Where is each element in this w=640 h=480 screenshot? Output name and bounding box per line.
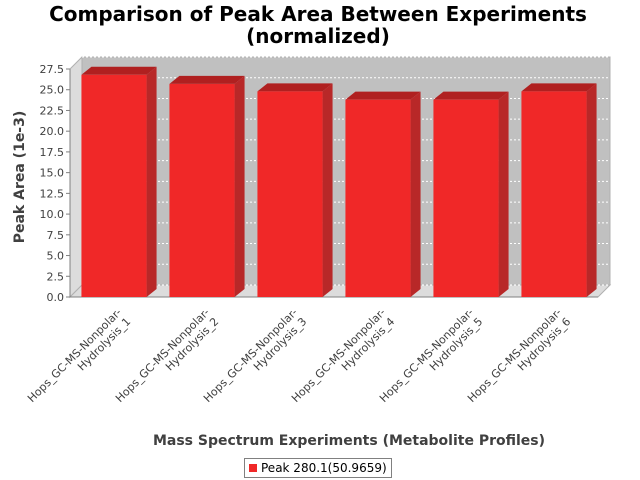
- y-tick-label: 22.5: [40, 104, 65, 117]
- chart-title-line-2: (normalized): [246, 24, 390, 48]
- y-tick-label: 7.5: [47, 229, 65, 242]
- bar: [257, 91, 323, 297]
- bar-top: [521, 83, 597, 92]
- bar: [521, 91, 587, 297]
- y-tick-label: 17.5: [40, 146, 65, 159]
- y-tick-label: 25.0: [40, 84, 65, 97]
- legend: Peak 280.1(50.9659): [244, 458, 392, 478]
- plot-left-wall: [69, 55, 83, 299]
- y-tick-label: 27.5: [40, 63, 65, 76]
- bar-side: [498, 91, 509, 297]
- y-axis-title: Peak Area (1e-3): [12, 111, 28, 244]
- legend-label: Peak 280.1(50.9659): [261, 461, 387, 475]
- bar: [345, 99, 411, 297]
- bar: [433, 99, 499, 297]
- y-tick-label: 20.0: [40, 125, 65, 138]
- legend-swatch: [249, 464, 257, 472]
- y-tick-label: 15.0: [40, 167, 65, 180]
- bar-side: [234, 75, 245, 297]
- bar-side: [322, 83, 333, 297]
- bar-top: [169, 75, 245, 84]
- y-tick-label: 2.5: [47, 270, 65, 283]
- bar-top: [257, 83, 333, 92]
- chart-title-line-1: Comparison of Peak Area Between Experime…: [49, 2, 587, 26]
- bar-top: [433, 91, 509, 100]
- y-tick-label: 12.5: [40, 187, 65, 200]
- bar-side: [410, 91, 421, 297]
- bar-side: [146, 66, 157, 297]
- bar-top: [345, 91, 421, 100]
- bar-top: [81, 66, 157, 75]
- y-tick-label: 5.0: [47, 250, 65, 263]
- x-axis-title: Mass Spectrum Experiments (Metabolite Pr…: [153, 433, 545, 449]
- bar: [169, 83, 235, 297]
- plot-area: 0.0 2.5 5.0 7.5 10.0 12.5 15.0 17.5 20.0 22.5 25.0…: [25, 55, 612, 405]
- y-tick-label: 10.0: [40, 208, 65, 221]
- bar-side: [586, 83, 597, 297]
- y-tick-label: 0.0: [47, 291, 65, 304]
- bar: [81, 74, 147, 297]
